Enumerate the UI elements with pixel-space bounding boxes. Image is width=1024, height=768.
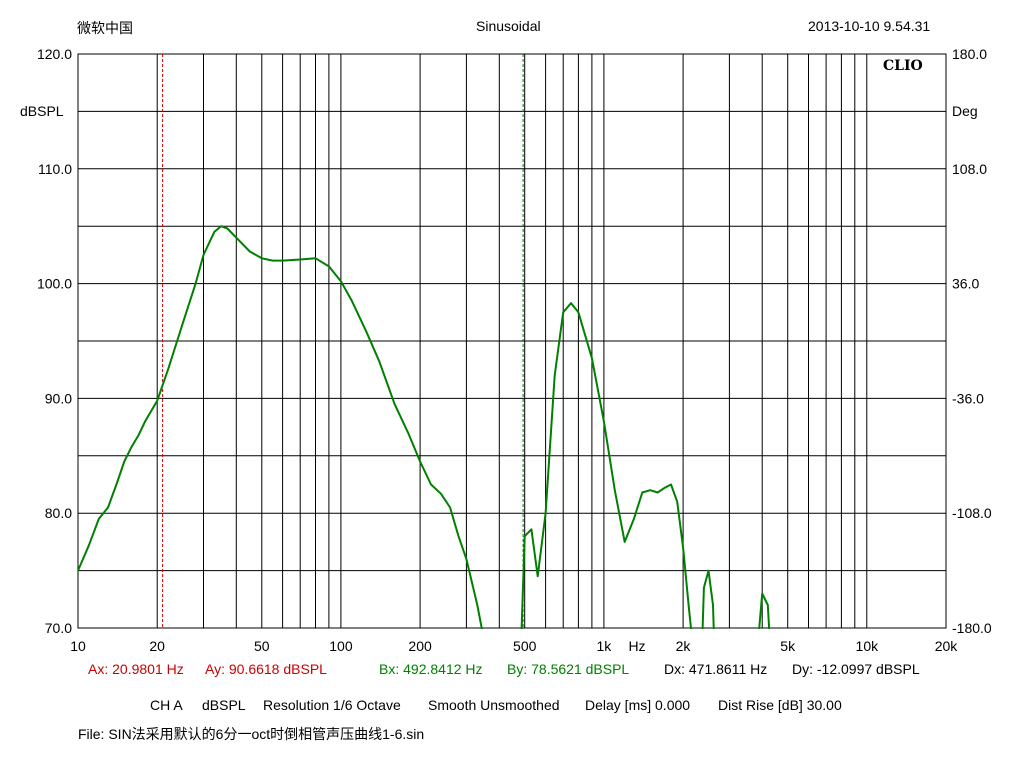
left-tick-label: 120.0 [37, 46, 72, 62]
left-tick-label: 90.0 [45, 390, 72, 406]
right-axis-unit: Deg [952, 103, 978, 119]
cursor-a-x-readout: Ax: 20.9801 Hz [88, 661, 184, 677]
cursor-b-x-readout: Bx: 492.8412 Hz [379, 661, 483, 677]
left-tick-label: 100.0 [37, 276, 72, 292]
unit-label: dBSPL [202, 697, 246, 713]
right-tick-label: 36.0 [952, 276, 979, 292]
dist-rise-label: Dist Rise [dB] 30.00 [718, 697, 842, 713]
timestamp: 2013-10-10 9.54.31 [808, 18, 931, 34]
x-tick-label: 10k [856, 638, 880, 654]
x-tick-label: 200 [408, 638, 432, 654]
clio-logo: CLIO [883, 58, 923, 74]
delay-label: Delay [ms] 0.000 [585, 697, 691, 713]
x-axis-unit: Hz [628, 638, 645, 654]
channel-label: CH A [150, 697, 183, 713]
x-tick-label: 20 [149, 638, 165, 654]
smoothing-label: Smooth Unsmoothed [428, 697, 560, 713]
right-tick-label: -36.0 [952, 390, 984, 406]
cursor-lines [162, 54, 524, 628]
left-tick-label: 70.0 [45, 620, 72, 636]
x-tick-label: 10 [70, 638, 86, 654]
header-left-label: 微软中国 [77, 20, 133, 36]
right-tick-label: 180.0 [952, 46, 987, 62]
x-tick-label: 5k [780, 638, 796, 654]
x-tick-label: 1k [596, 638, 612, 654]
frequency-response-chart: 120.0 110.0 100.0 90.0 80.0 70.0 180.0 108.0 36.… [20, 46, 992, 654]
cursor-a-y-readout: Ay: 90.6618 dBSPL [205, 661, 327, 677]
x-tick-label: 500 [513, 638, 537, 654]
file-name-label: File: SIN法采用默认的6分一oct时倒相管声压曲线1-6.sin [78, 726, 425, 742]
left-tick-label: 110.0 [38, 161, 72, 177]
grid-lines [78, 54, 946, 628]
right-tick-label: -180.0 [952, 620, 992, 636]
right-tick-label: -108.0 [952, 505, 992, 521]
plot-frame [77, 53, 947, 629]
left-tick-label: 80.0 [45, 505, 72, 521]
x-tick-label: 20k [935, 638, 959, 654]
x-tick-label: 50 [254, 638, 270, 654]
x-tick-label: 100 [329, 638, 353, 654]
chart-title: Sinusoidal [476, 18, 541, 34]
x-tick-label: 2k [676, 638, 692, 654]
axis-tick-labels: 120.0 110.0 100.0 90.0 80.0 70.0 180.0 108.0 36.… [37, 46, 992, 654]
delta-x-readout: Dx: 471.8611 Hz [664, 661, 768, 677]
cursor-b-y-readout: By: 78.5621 dBSPL [507, 661, 630, 677]
right-tick-label: 108.0 [952, 161, 987, 177]
delta-y-readout: Dy: -12.0997 dBSPL [792, 661, 920, 677]
resolution-label: Resolution 1/6 Octave [263, 697, 401, 713]
left-axis-unit: dBSPL [20, 103, 64, 119]
spl-curve [78, 225, 771, 629]
